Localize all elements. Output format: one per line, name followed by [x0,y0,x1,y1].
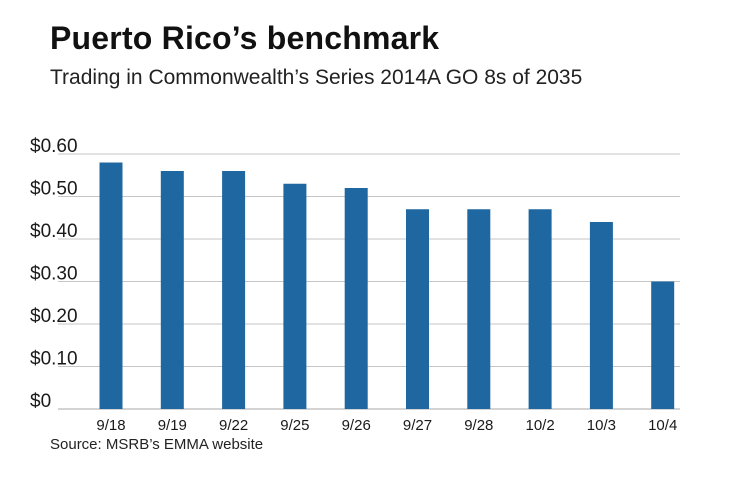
gridlines [58,153,680,410]
x-category-label: 9/19 [158,417,187,434]
x-category-label: 9/18 [96,417,125,434]
x-category-label: 9/28 [464,417,493,434]
bar-9-25 [283,183,307,409]
x-axis-category-labels: 9/18 9/19 9/22 9/25 9/26 9/27 9/28 10/2 10/3 10/4 [96,417,677,434]
chart-subtitle: Trading in Commonwealth’s Series 2014A G… [50,66,583,89]
x-category-label: 9/25 [280,417,309,434]
bar-10-4 [651,281,675,409]
source-note: Source: MSRB’s EMMA website [50,436,264,453]
bars [99,162,675,409]
y-tick-label: $0.30 [30,264,78,285]
bar-10-2 [528,209,552,409]
x-category-label: 9/26 [342,417,371,434]
chart-title: Puerto Rico’s benchmark [50,20,440,56]
bar-9-26 [344,188,368,409]
y-axis-tick-labels: $0 $0.10 $0.20 $0.30 $0.40 $0.50 $0.60 [30,136,78,412]
y-tick-label: $0.60 [30,136,78,157]
bar-9-19 [160,171,184,409]
y-tick-label: $0.20 [30,306,78,327]
bar-9-22 [222,171,246,409]
y-tick-label: $0.40 [30,221,78,242]
x-category-label: 9/27 [403,417,432,434]
bar-9-28 [467,209,491,409]
x-category-label: 10/3 [587,417,616,434]
bar-9-27 [406,209,429,409]
bar-10-3 [589,222,613,409]
bar-9-18 [99,162,123,409]
x-category-label: 9/22 [219,417,248,434]
y-tick-label: $0 [30,391,51,412]
y-tick-label: $0.50 [30,179,78,200]
y-tick-label: $0.10 [30,349,78,370]
x-category-label: 10/4 [648,417,677,434]
x-category-label: 10/2 [525,417,554,434]
